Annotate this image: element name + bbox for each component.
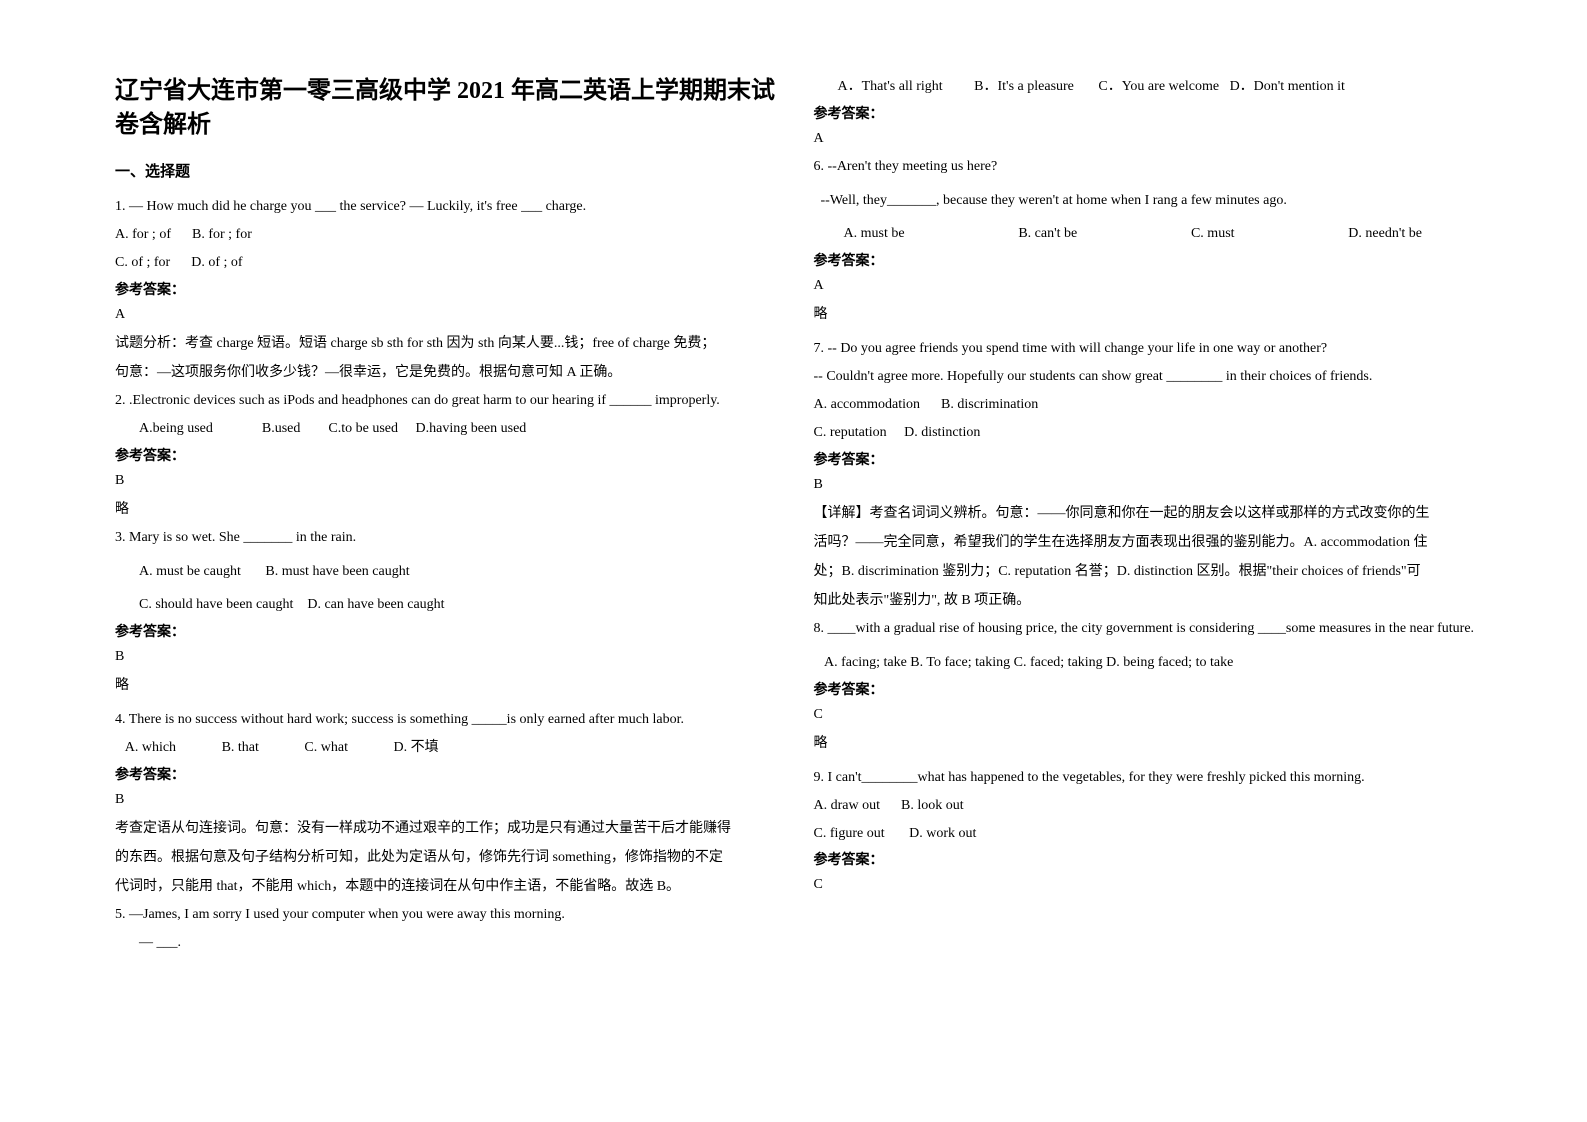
q4-optC: C. what [304,740,348,755]
q8-answer-label: 参考答案： [814,679,1483,699]
q9-optD: D. work out [909,826,976,841]
document-title: 辽宁省大连市第一零三高级中学 2021 年高二英语上学期期末试卷含解析 [115,75,784,142]
q4-answer: B [115,792,784,808]
q3-text: 3. Mary is so wet. She _______ in the ra… [115,526,784,550]
q7-exp1: 【详解】考查名词词义辨析。句意：——你同意和你在一起的朋友会以这样或那样的方式改… [814,501,1483,526]
q3-answer-label: 参考答案： [115,621,784,641]
q1-optD: D. of ; of [191,255,242,270]
q5-answer: A [814,131,1483,147]
q8-opts: A. facing; take B. To face; taking C. fa… [814,651,1483,675]
left-column: 辽宁省大连市第一零三高级中学 2021 年高二英语上学期期末试卷含解析 一、选择… [100,75,799,1082]
q4-exp2: 的东西。根据句意及句子结构分析可知，此处为定语从句，修饰先行词 somethin… [115,845,784,870]
q2-answer: B [115,473,784,489]
q5-options: A．That's all right B．It's a pleasure C．Y… [814,75,1483,99]
q1-optB: B. for ; for [192,227,252,242]
q8-answer: C [814,707,1483,723]
q5-optD: D．Don't mention it [1230,79,1345,94]
q5-optA: A．That's all right [838,79,943,94]
q1-answer: A [115,307,784,323]
q2-answer-label: 参考答案： [115,445,784,465]
q4-text: 4. There is no success without hard work… [115,708,784,732]
q2-optD: D.having been used [416,421,527,436]
q3-optC: C. should have been caught [139,597,293,612]
q6-exp: 略 [814,302,1483,327]
q9-answer-label: 参考答案： [814,849,1483,869]
q7-options-row2: C. reputation D. distinction [814,421,1483,445]
q7-exp4: 知此处表示"鉴别力", 故 B 项正确。 [814,588,1483,613]
q8-text: 8. ____with a gradual rise of housing pr… [814,617,1483,641]
q7-optC: C. reputation [814,425,887,440]
q1-text: 1. — How much did he charge you ___ the … [115,195,784,219]
q5-answer-label: 参考答案： [814,103,1483,123]
q4-options: A. which B. that C. what D. 不填 [115,736,784,760]
q1-exp2: 句意：—这项服务你们收多少钱？—很幸运，它是免费的。根据句意可知 A 正确。 [115,360,784,385]
q5-text2: — ___. [115,931,784,955]
q7-answer-label: 参考答案： [814,449,1483,469]
q6-options: A. must be B. can't be C. must D. needn'… [814,222,1483,246]
q4-exp1: 考查定语从句连接词。句意：没有一样成功不通过艰辛的工作；成功是只有通过大量苦干后… [115,816,784,841]
q6-answer-label: 参考答案： [814,250,1483,270]
q2-optC: C.to be used [328,421,398,436]
q6-optB: B. can't be [1018,222,1077,246]
q6-optC: C. must [1191,222,1235,246]
q3-optB: B. must have been caught [265,564,409,579]
q7-optD: D. distinction [904,425,980,440]
q9-options-row1: A. draw out B. look out [814,794,1483,818]
q7-exp2: 活吗？——完全同意，希望我们的学生在选择朋友方面表现出很强的鉴别能力。A. ac… [814,530,1483,555]
q6-optD: D. needn't be [1348,222,1422,246]
right-column: A．That's all right B．It's a pleasure C．Y… [799,75,1498,1082]
q2-options: A.being used B.used C.to be used D.havin… [115,417,784,441]
section-heading: 一、选择题 [115,160,784,181]
q9-optA: A. draw out [814,798,881,813]
q7-answer: B [814,477,1483,493]
q8-exp: 略 [814,731,1483,756]
q2-text: 2. .Electronic devices such as iPods and… [115,389,784,413]
q7-optA: A. accommodation [814,397,921,412]
q1-options-row2: C. of ; for D. of ; of [115,251,784,275]
q4-optA: A. which [125,740,176,755]
q2-optB: B.used [262,421,301,436]
q7-exp3: 处；B. discrimination 鉴别力；C. reputation 名誉… [814,559,1483,584]
q3-optD: D. can have been caught [307,597,444,612]
q3-options-row1: A. must be caught B. must have been caug… [115,560,784,584]
q4-exp3: 代词时，只能用 that，不能用 which，本题中的连接词在从句中作主语，不能… [115,874,784,899]
q3-answer: B [115,649,784,665]
q7-text: 7. -- Do you agree friends you spend tim… [814,337,1483,361]
q1-optA: A. for ; of [115,227,171,242]
q7-options-row1: A. accommodation B. discrimination [814,393,1483,417]
q6-answer: A [814,278,1483,294]
q5-text: 5. —James, I am sorry I used your comput… [115,903,784,927]
q3-exp: 略 [115,673,784,698]
q9-optC: C. figure out [814,826,885,841]
q5-optC: C．You are welcome [1098,79,1219,94]
q4-optD: D. 不填 [393,740,438,755]
q1-exp1: 试题分析：考查 charge 短语。短语 charge sb sth for s… [115,331,784,356]
q7-optB: B. discrimination [941,397,1038,412]
q1-options-row1: A. for ; of B. for ; for [115,223,784,247]
q6-text: 6. --Aren't they meeting us here? [814,155,1483,179]
q9-optB: B. look out [901,798,964,813]
q4-optB: B. that [222,740,259,755]
q2-optA: A.being used [139,421,213,436]
q1-optC: C. of ; for [115,255,170,270]
q6-text2: --Well, they_______, because they weren'… [814,189,1483,213]
q3-optA: A. must be caught [139,564,241,579]
q1-answer-label: 参考答案： [115,279,784,299]
q9-text: 9. I can't________what has happened to t… [814,766,1483,790]
q9-options-row2: C. figure out D. work out [814,822,1483,846]
q3-options-row2: C. should have been caught D. can have b… [115,593,784,617]
q2-exp: 略 [115,497,784,522]
q5-optB: B．It's a pleasure [974,79,1074,94]
q7-text2: -- Couldn't agree more. Hopefully our st… [814,365,1483,389]
q6-optA: A. must be [814,222,905,246]
q4-answer-label: 参考答案： [115,764,784,784]
q9-answer: C [814,877,1483,893]
